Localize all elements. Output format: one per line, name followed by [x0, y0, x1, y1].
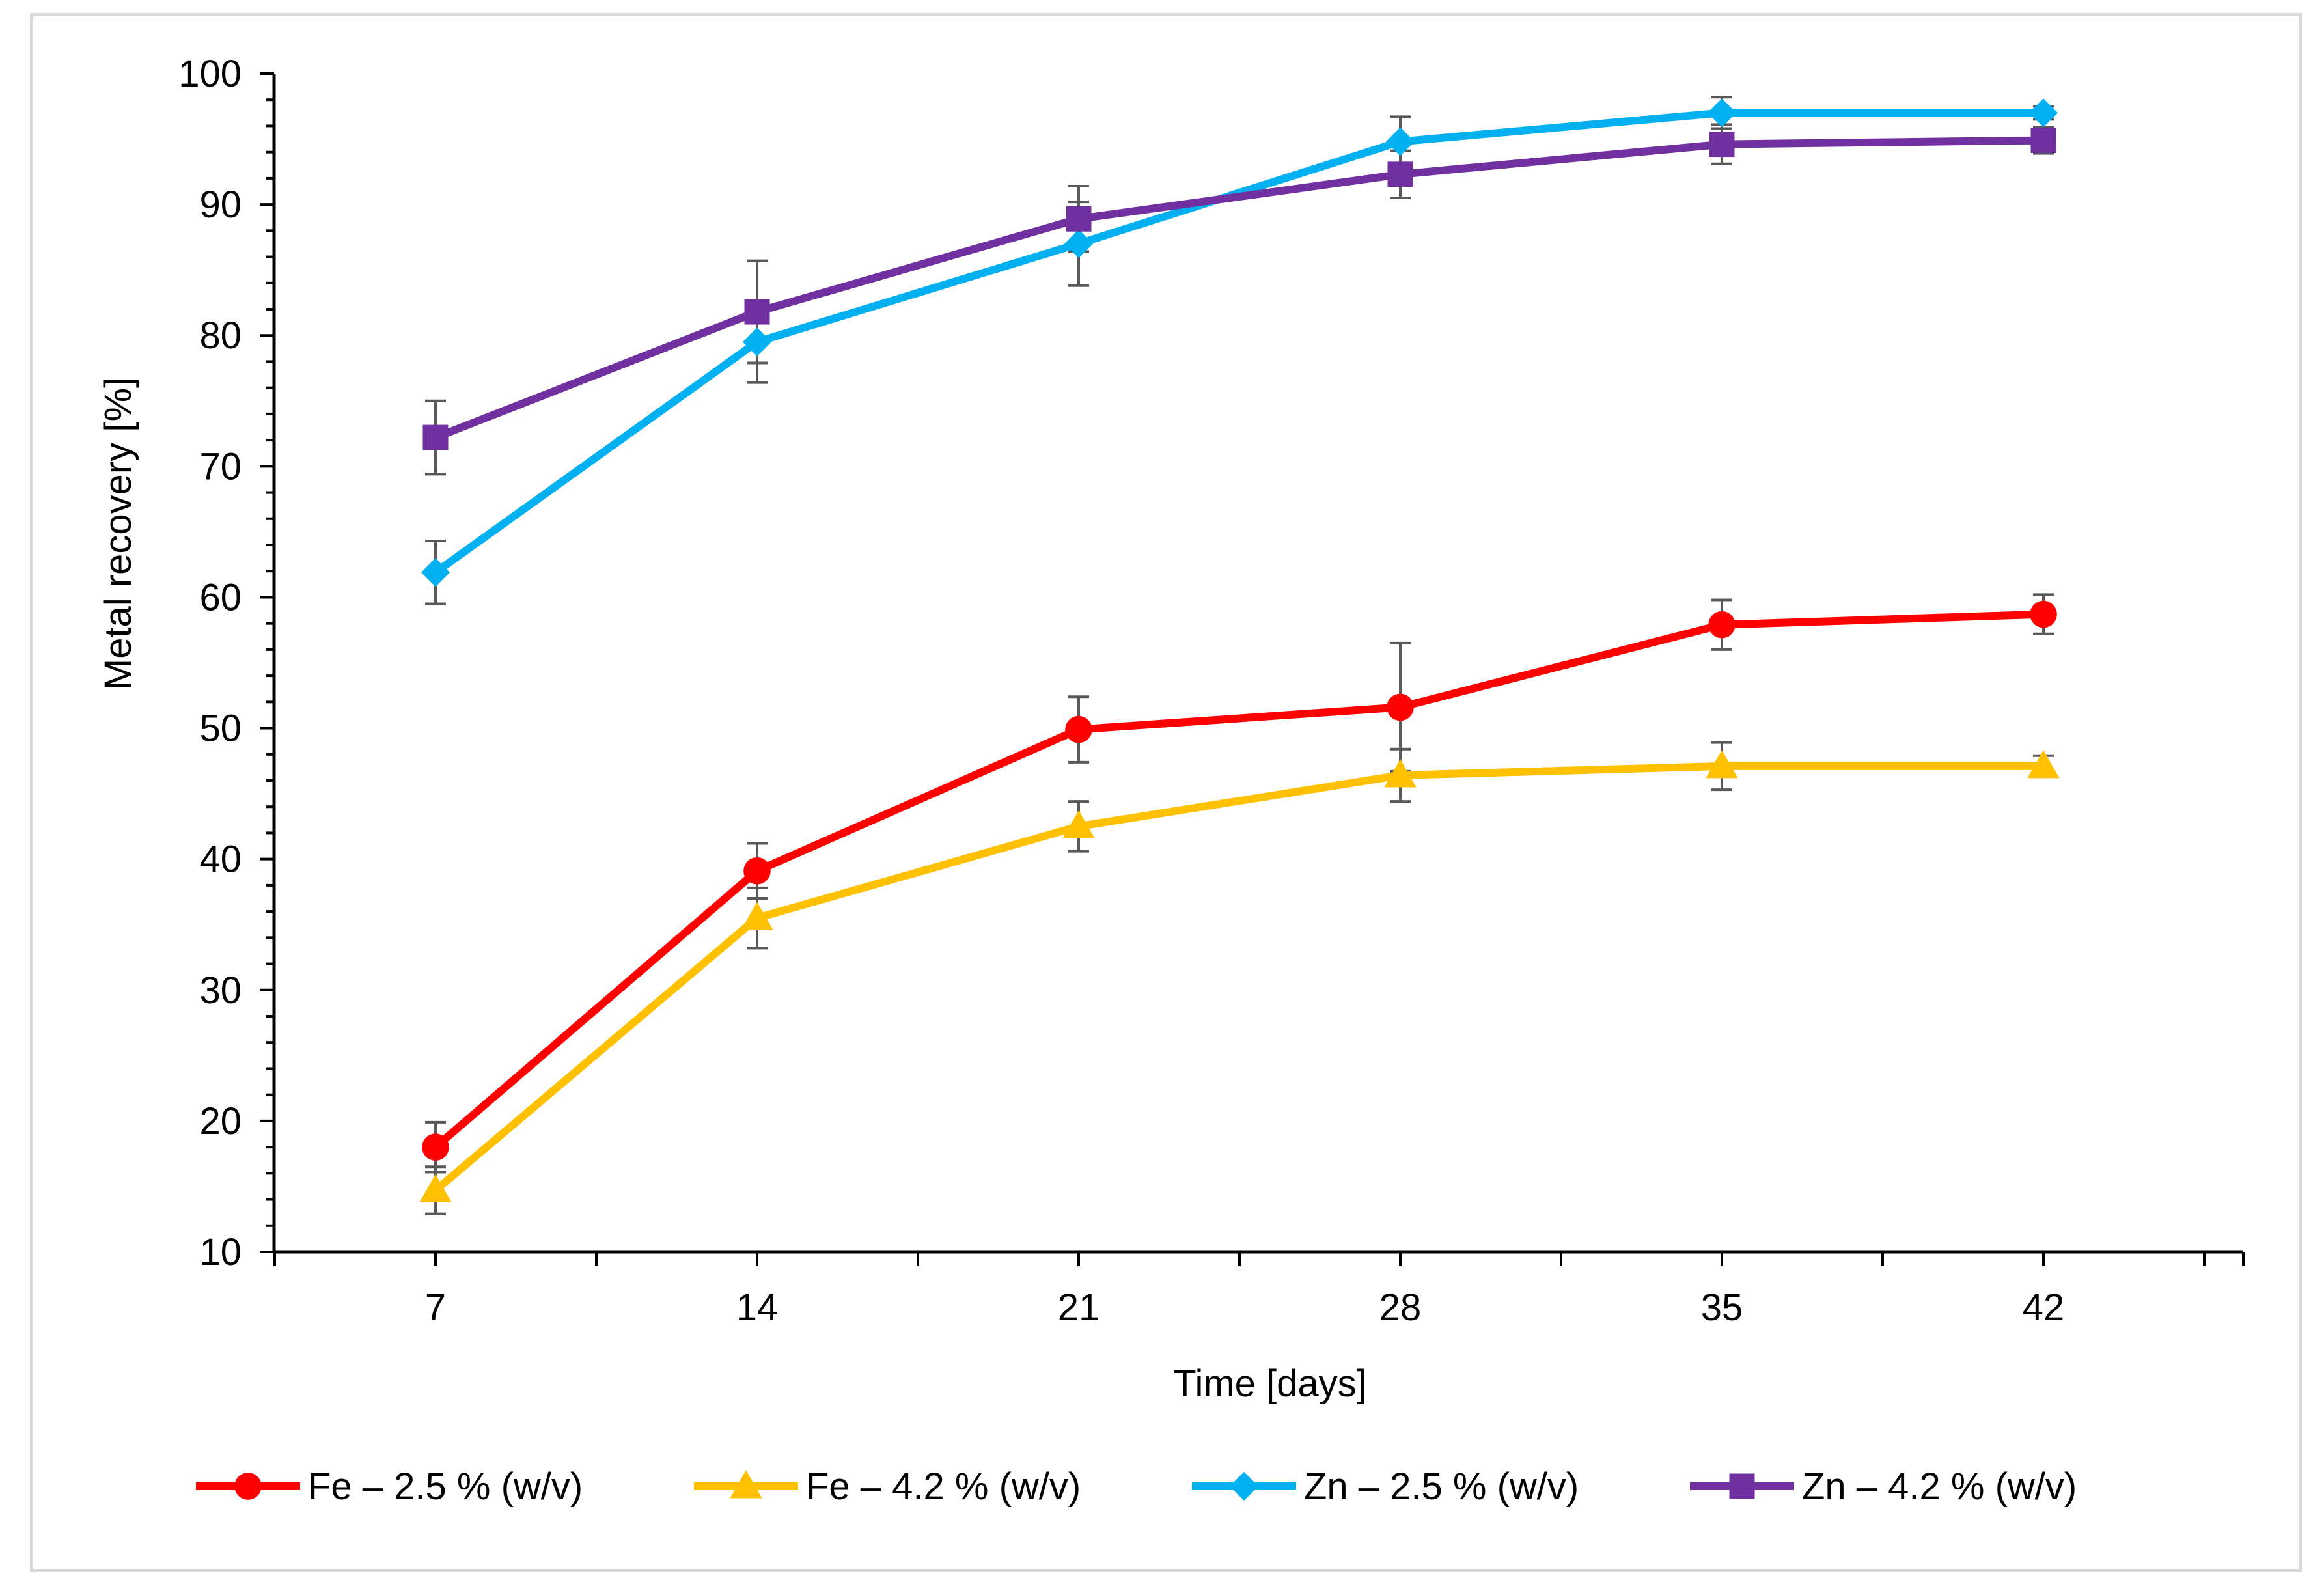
data-point-1 [419, 1174, 452, 1203]
data-point-0 [2030, 600, 2057, 628]
legend-item: Zn – 4.2 % (w/v) [1690, 1465, 2077, 1508]
data-point-3 [2030, 128, 2056, 154]
y-tick-label: 50 [199, 708, 242, 750]
legend-item: Fe – 2.5 % (w/v) [196, 1465, 583, 1508]
data-point-3 [422, 424, 449, 450]
data-point-2 [1707, 98, 1737, 128]
y-tick-label: 70 [199, 445, 242, 488]
x-tick-label: 35 [1701, 1286, 1743, 1329]
y-tick-label: 10 [199, 1231, 242, 1273]
data-point-1 [741, 902, 773, 930]
legend-marker [1729, 1473, 1755, 1499]
data-point-3 [1066, 206, 1092, 232]
data-point-2 [1064, 229, 1094, 258]
data-point-0 [1065, 715, 1092, 743]
series-markers [419, 98, 2060, 1203]
y-tick-label: 90 [199, 184, 242, 226]
data-point-0 [1387, 693, 1414, 721]
data-point-1 [1062, 810, 1095, 838]
data-point-1 [2027, 750, 2060, 779]
y-tick-label: 40 [199, 838, 242, 881]
legend-item: Zn – 2.5 % (w/v) [1192, 1465, 1579, 1508]
data-point-0 [743, 857, 771, 885]
data-point-3 [1709, 132, 1735, 158]
chart-frame: 10 20 30 40 50 60 70 80 90 100 7 14 21 28 35 42 Metal r… [30, 13, 2302, 1572]
y-tick-label: 80 [199, 314, 242, 357]
data-point-2 [1385, 127, 1415, 156]
series-line-0 [432, 610, 2047, 1152]
axes: 10 20 30 40 50 60 70 80 90 100 7 14 21 28 35 42 [178, 53, 2245, 1329]
data-point-1 [1384, 759, 1417, 788]
legend: Fe – 2.5 % (w/v) Fe – 4.2 % (w/v) Zn – 2.5… [196, 1465, 2077, 1508]
data-point-2 [2028, 98, 2058, 128]
series-line-3 [432, 136, 2047, 442]
error-bars [425, 96, 2054, 1215]
x-tick-label: 42 [2023, 1286, 2065, 1329]
legend-marker [234, 1473, 262, 1500]
series-lines [432, 109, 2047, 1195]
legend-label: Zn – 4.2 % (w/v) [1802, 1465, 2077, 1508]
series-line-1 [432, 762, 2047, 1195]
legend-label: Fe – 4.2 % (w/v) [806, 1465, 1081, 1508]
data-point-0 [422, 1133, 449, 1161]
legend-marker [730, 1470, 762, 1499]
x-tick-label: 21 [1058, 1286, 1100, 1329]
legend-label: Fe – 2.5 % (w/v) [308, 1465, 583, 1508]
legend-label: Zn – 2.5 % (w/v) [1304, 1465, 1579, 1508]
y-tick-label: 30 [199, 969, 242, 1012]
data-point-0 [1708, 611, 1736, 639]
y-tick-label: 100 [178, 53, 242, 95]
x-tick-label: 14 [736, 1286, 779, 1329]
data-point-1 [1706, 750, 1738, 779]
y-tick-label: 60 [199, 576, 242, 618]
legend-marker [1229, 1471, 1259, 1501]
line-chart: 10 20 30 40 50 60 70 80 90 100 7 14 21 28 35 42 Metal r… [97, 53, 2245, 1508]
data-point-2 [742, 327, 772, 357]
data-point-3 [744, 299, 770, 325]
x-tick-label: 7 [425, 1286, 446, 1329]
data-point-3 [1387, 161, 1413, 187]
y-axis-title: Metal recovery [%] [97, 378, 139, 690]
y-tick-label: 20 [199, 1100, 242, 1143]
x-tick-label: 28 [1379, 1286, 1422, 1329]
x-axis-title: Time [days] [1173, 1363, 1367, 1405]
data-point-2 [421, 558, 450, 587]
legend-item: Fe – 4.2 % (w/v) [694, 1465, 1081, 1508]
